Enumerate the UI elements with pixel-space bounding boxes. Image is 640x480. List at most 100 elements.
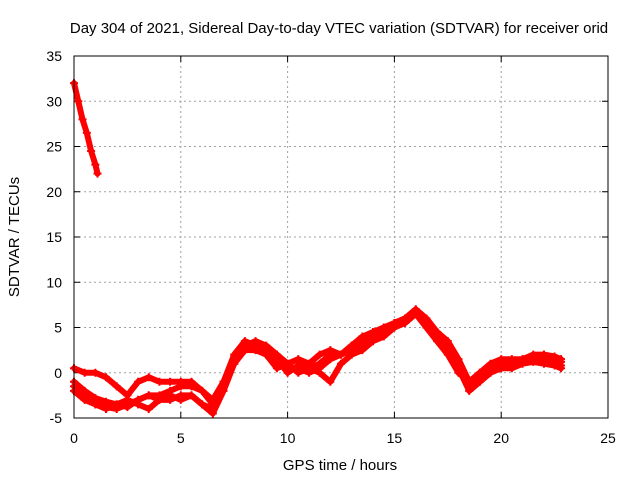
- data-point: [187, 377, 196, 386]
- y-tick-label: 35: [46, 48, 62, 64]
- data-point: [272, 350, 281, 359]
- data-point: [219, 377, 228, 386]
- data-point: [486, 368, 495, 377]
- plot-frame: [73, 55, 609, 419]
- data-point: [379, 332, 388, 341]
- data-point: [176, 377, 185, 386]
- data-point: [240, 341, 249, 350]
- data-point: [144, 373, 153, 382]
- data-point: [272, 364, 281, 373]
- data-point: [112, 382, 121, 391]
- x-axis-label: GPS time / hours: [283, 457, 397, 474]
- data-point: [443, 337, 452, 346]
- data-point: [454, 355, 463, 364]
- data-series: [70, 79, 566, 418]
- data-point: [326, 346, 335, 355]
- data-point: [347, 341, 356, 350]
- data-point: [315, 350, 324, 359]
- data-point: [550, 352, 559, 361]
- data-point: [251, 337, 260, 346]
- data-point: [369, 337, 378, 346]
- data-point: [475, 377, 484, 386]
- data-point: [262, 350, 271, 359]
- data-point: [294, 355, 303, 364]
- y-tick-label: 15: [46, 229, 62, 245]
- data-point: [518, 355, 527, 364]
- data-point: [251, 346, 260, 355]
- data-point: [326, 377, 335, 386]
- data-point: [358, 332, 367, 341]
- data-point: [208, 409, 217, 418]
- data-point: [230, 359, 239, 368]
- data-point: [557, 364, 566, 373]
- data-point: [82, 128, 91, 137]
- data-point: [176, 395, 185, 404]
- data-point: [465, 386, 474, 395]
- data-point: [337, 350, 345, 359]
- data-point: [497, 355, 506, 364]
- data-point: [198, 400, 207, 409]
- data-point: [155, 377, 164, 386]
- data-point: [155, 395, 164, 404]
- data-point: [379, 323, 388, 332]
- data-point: [166, 391, 175, 400]
- y-tick-label: 5: [54, 320, 62, 336]
- data-point: [283, 368, 292, 377]
- data-point: [401, 314, 410, 323]
- data-point: [433, 328, 442, 337]
- data-point: [529, 350, 538, 359]
- y-tick-label: 20: [46, 184, 62, 200]
- data-point: [134, 400, 143, 409]
- y-tick-label: 10: [46, 274, 62, 290]
- data-point: [87, 147, 96, 156]
- data-point: [102, 373, 111, 382]
- data-point: [347, 350, 356, 359]
- data-point: [315, 368, 324, 377]
- data-point: [78, 115, 87, 124]
- y-tick-label: -5: [50, 410, 63, 426]
- x-tick-label: 20: [493, 430, 509, 446]
- chart-title: Day 304 of 2021, Sidereal Day-to-day VTE…: [70, 20, 608, 37]
- data-point: [262, 341, 271, 350]
- data-point: [315, 359, 324, 368]
- y-tick-label: 30: [46, 93, 62, 109]
- data-point: [91, 160, 100, 169]
- x-tick-label: 25: [600, 430, 616, 446]
- data-point: [166, 377, 175, 386]
- data-point: [123, 391, 132, 400]
- data-point: [294, 368, 303, 377]
- data-point: [529, 357, 538, 366]
- data-point: [144, 404, 153, 413]
- series-track-4: [70, 305, 566, 404]
- data-point: [91, 400, 100, 409]
- data-point: [411, 305, 420, 314]
- data-point: [433, 337, 442, 346]
- data-point: [144, 391, 153, 400]
- data-point: [91, 368, 100, 377]
- data-point: [486, 359, 495, 368]
- y-tick-label: 25: [46, 139, 62, 155]
- x-tick-label: 10: [280, 430, 296, 446]
- data-point: [507, 364, 516, 373]
- data-point: [358, 346, 367, 355]
- data-point: [465, 377, 474, 386]
- data-point: [112, 400, 121, 409]
- data-point: [80, 368, 89, 377]
- x-tick-label: 5: [177, 430, 185, 446]
- data-point: [557, 355, 566, 364]
- data-point: [102, 404, 111, 413]
- data-point: [337, 359, 345, 368]
- data-point: [497, 364, 506, 373]
- data-point: [550, 361, 559, 370]
- data-point: [208, 395, 217, 404]
- y-tick-label: 0: [54, 365, 62, 381]
- data-point: [283, 359, 292, 368]
- x-tick-label: 15: [387, 430, 403, 446]
- data-point: [539, 359, 548, 368]
- y-axis-label: SDTVAR / TECUs: [6, 177, 23, 297]
- data-point: [93, 169, 102, 178]
- data-point: [539, 350, 548, 359]
- x-tick-label: 0: [70, 430, 78, 446]
- data-point: [475, 368, 484, 377]
